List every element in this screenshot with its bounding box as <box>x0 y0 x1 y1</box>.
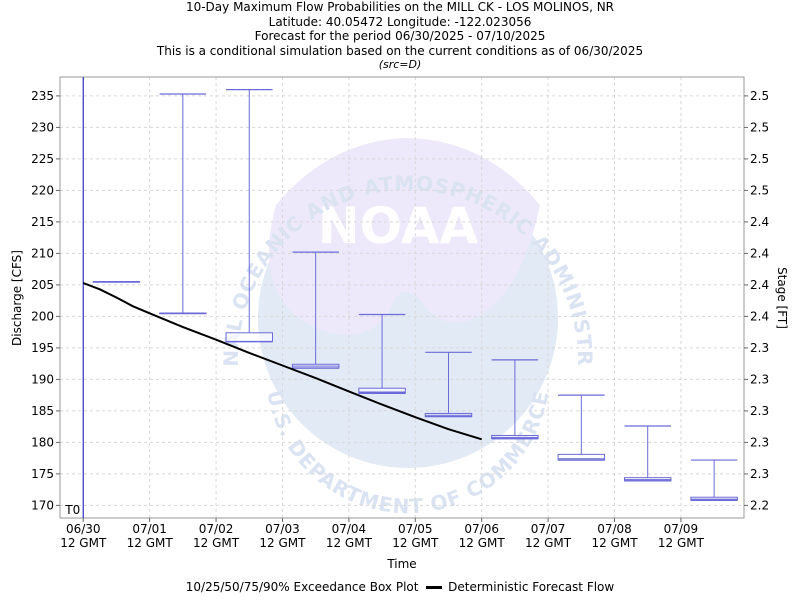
y2-tick-label: 2.5 <box>750 89 769 103</box>
legend-line-swatch <box>426 586 443 589</box>
legend-line-label: Deterministic Forecast Flow <box>448 580 615 594</box>
chart-title-line-1: 10-Day Maximum Flow Probabilities on the… <box>185 0 615 14</box>
y-tick-label: 235 <box>31 89 54 103</box>
x-tick-time: 12 GMT <box>525 536 572 550</box>
x-tick-date: 07/09 <box>664 522 699 536</box>
box-iqr <box>358 387 406 394</box>
y-tick-label: 185 <box>31 404 54 418</box>
x-tick-time: 12 GMT <box>326 536 373 550</box>
y2-tick-label: 2.5 <box>750 120 769 134</box>
box-iqr <box>225 332 274 343</box>
source-note: (src=D) <box>378 58 422 71</box>
y-tick-label: 190 <box>31 372 54 386</box>
y-tick-label: 195 <box>31 341 54 355</box>
box-plot <box>358 313 406 394</box>
y2-tick-label: 2.4 <box>750 246 769 260</box>
y-axis-left-title: Discharge [CFS] <box>10 250 24 346</box>
box-plot <box>557 394 606 461</box>
y-axis-right-ticks: 2.2 2.3 2.3 2.3 2.3 2.3 2.4 2.4 2.4 2.4 2.5 2.5 2.5 2… <box>744 89 769 512</box>
y2-tick-label: 2.3 <box>750 341 769 355</box>
box-plot <box>424 351 473 418</box>
x-tick-date: 07/05 <box>398 522 433 536</box>
y-tick-label: 180 <box>31 435 54 449</box>
chart-title-block: 10-Day Maximum Flow Probabilities on the… <box>0 0 800 73</box>
x-tick-time: 12 GMT <box>127 536 174 550</box>
box-plot <box>291 251 340 369</box>
y2-tick-label: 2.4 <box>750 309 769 323</box>
y-tick-label: 225 <box>31 152 54 166</box>
y-tick-label: 175 <box>31 467 54 481</box>
y-axis-left-ticks: 170 175 180 185 190 195 200 205 210 215 220 225 230 2… <box>31 89 60 512</box>
y2-tick-label: 2.3 <box>750 372 769 386</box>
chart-legend: 10/25/50/75/90% Exceedance Box Plot Dete… <box>0 580 800 594</box>
y2-tick-label: 2.4 <box>750 215 769 229</box>
y2-tick-label: 2.3 <box>750 404 769 418</box>
x-tick-time: 12 GMT <box>392 536 439 550</box>
y2-tick-label: 2.2 <box>750 498 769 512</box>
y-tick-label: 205 <box>31 278 54 292</box>
box-plot <box>92 281 141 283</box>
x-axis-title: Time <box>386 557 416 571</box>
x-tick-date: 07/04 <box>332 522 367 536</box>
x-tick-time: 12 GMT <box>193 536 240 550</box>
box-plot <box>690 459 738 502</box>
box-plot-group <box>92 88 738 502</box>
y-tick-label: 230 <box>31 120 54 134</box>
x-tick-date: 07/01 <box>132 522 167 536</box>
x-tick-date: 07/02 <box>199 522 234 536</box>
box-plot <box>159 93 207 315</box>
x-tick-time: 12 GMT <box>658 536 705 550</box>
x-tick-date: 07/06 <box>464 522 499 536</box>
y-tick-label: 200 <box>31 309 54 323</box>
x-tick-date: 07/07 <box>531 522 566 536</box>
y2-tick-label: 2.5 <box>750 152 769 166</box>
y-tick-label: 170 <box>31 498 54 512</box>
noaa-watermark: NOAA NATIONAL OCEANIC AND ATMOSPHERIC AD… <box>0 0 596 519</box>
t0-label: T0 <box>64 503 80 517</box>
y2-tick-label: 2.4 <box>750 278 769 292</box>
box-plot <box>491 359 539 440</box>
legend-box-label: 10/25/50/75/90% Exceedance Box Plot <box>185 580 419 594</box>
x-tick-time: 12 GMT <box>60 536 107 550</box>
grid-lines <box>60 77 744 518</box>
chart-title-line-4: This is a conditional simulation based o… <box>156 43 644 58</box>
chart-title-line-3: Forecast for the period 06/30/2025 - 07/… <box>254 29 546 43</box>
x-tick-date: 07/03 <box>265 522 300 536</box>
y2-tick-label: 2.3 <box>750 435 769 449</box>
y-tick-label: 210 <box>31 246 54 260</box>
y-axis-right-title: Stage [FT] <box>775 267 789 329</box>
chart-title-line-2: Latitude: 40.05472 Longitude: -122.02305… <box>268 14 532 29</box>
deterministic-forecast-line <box>82 282 482 441</box>
x-tick-date: 06/30 <box>66 522 101 536</box>
x-tick-time: 12 GMT <box>459 536 506 550</box>
x-tick-time: 12 GMT <box>591 536 638 550</box>
x-tick-time: 12 GMT <box>259 536 306 550</box>
noaa-logo-text: NOAA <box>318 197 479 255</box>
plot-frame <box>59 76 745 519</box>
box-plot <box>623 425 672 482</box>
box-plot <box>225 88 274 343</box>
y-tick-label: 215 <box>31 215 54 229</box>
y2-tick-label: 2.3 <box>750 467 769 481</box>
x-tick-date: 07/08 <box>597 522 632 536</box>
y-tick-label: 220 <box>31 183 54 197</box>
y2-tick-label: 2.5 <box>750 183 769 197</box>
